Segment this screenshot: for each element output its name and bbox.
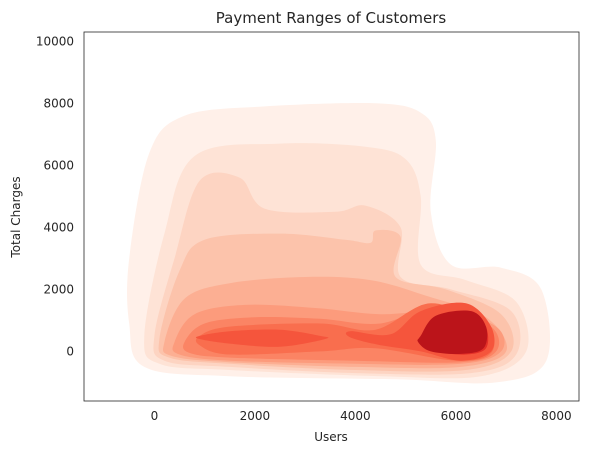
density-level-12 xyxy=(417,310,488,355)
x-tick-label: 0 xyxy=(151,409,159,423)
x-tick-label: 2000 xyxy=(240,409,271,423)
y-tick-label: 4000 xyxy=(43,220,74,234)
x-axis-ticks: 0 2000 4000 6000 8000 xyxy=(151,409,572,423)
y-tick-label: 6000 xyxy=(43,158,74,172)
y-tick-label: 10000 xyxy=(36,34,74,48)
y-axis-ticks: 0 2000 4000 6000 8000 10000 xyxy=(36,34,74,358)
y-axis-label: Total Charges xyxy=(9,176,23,258)
x-tick-label: 4000 xyxy=(340,409,371,423)
y-tick-label: 8000 xyxy=(43,96,74,110)
y-tick-label: 0 xyxy=(66,344,74,358)
density-level-9 xyxy=(195,329,329,347)
x-tick-label: 6000 xyxy=(441,409,472,423)
y-tick-label: 2000 xyxy=(43,282,74,296)
chart-title: Payment Ranges of Customers xyxy=(216,9,447,27)
plot-area xyxy=(127,103,551,384)
plot-frame xyxy=(83,31,580,402)
x-tick-label: 8000 xyxy=(541,409,572,423)
x-axis-label: Users xyxy=(314,430,348,444)
